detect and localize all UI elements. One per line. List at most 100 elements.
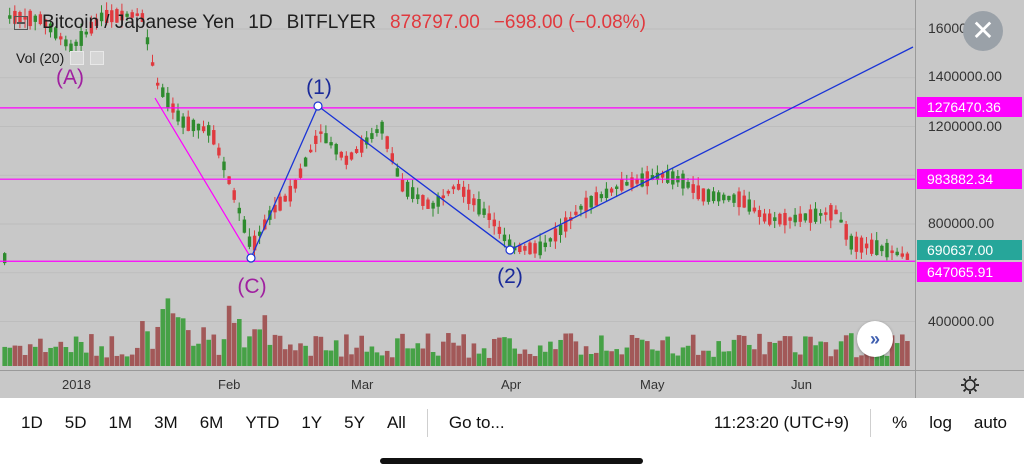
candle xyxy=(615,186,619,189)
candle xyxy=(156,82,160,86)
range-3m[interactable]: 3M xyxy=(154,413,178,432)
candle xyxy=(574,211,578,215)
chart-pane[interactable]: (A) (C) (1) (2) Bitcoin / Japanese Yen 1D B… xyxy=(0,0,915,370)
candle xyxy=(293,179,298,189)
volume-bar xyxy=(752,349,757,366)
volume-bar xyxy=(604,350,609,366)
volume-bar xyxy=(22,354,28,366)
candle xyxy=(528,242,532,255)
candle xyxy=(135,13,139,16)
volume-bar xyxy=(466,357,472,366)
volume-bar xyxy=(211,334,217,366)
volume-bar xyxy=(7,347,13,366)
candle xyxy=(166,92,170,108)
volume-bar xyxy=(390,357,395,366)
price-tick: 400000.00 xyxy=(928,313,995,329)
candle xyxy=(84,31,88,35)
volume-bar xyxy=(405,348,410,366)
close-icon: ✕ xyxy=(971,15,995,46)
candle xyxy=(717,192,721,202)
volume-bar xyxy=(89,334,94,366)
candle xyxy=(829,205,833,221)
volume-bar xyxy=(645,341,650,366)
volume-bar xyxy=(782,336,788,366)
range-1m[interactable]: 1M xyxy=(108,413,133,432)
volume-bar xyxy=(282,349,288,366)
range-ytd[interactable]: YTD xyxy=(245,413,280,432)
volume-bar xyxy=(497,337,502,366)
candle xyxy=(43,19,48,27)
candle xyxy=(660,173,665,178)
volume-bar xyxy=(894,343,900,366)
time-label: Feb xyxy=(218,377,241,392)
collapse-legend-icon[interactable] xyxy=(14,16,28,30)
candle xyxy=(492,219,496,227)
range-all[interactable]: All xyxy=(386,413,406,432)
candle xyxy=(411,187,415,199)
volume-bar xyxy=(517,353,523,366)
candle xyxy=(3,253,7,264)
volume-bar xyxy=(216,354,222,366)
candle xyxy=(441,195,445,199)
wave-label-c: (C) xyxy=(237,275,266,298)
candle xyxy=(258,231,262,236)
goto-button[interactable]: Go to... xyxy=(448,413,505,432)
log-toggle[interactable]: log xyxy=(929,413,952,432)
candle xyxy=(329,142,333,146)
percent-toggle[interactable]: % xyxy=(892,413,908,432)
exchange: BITFLYER xyxy=(286,12,376,33)
volume-bar xyxy=(446,333,451,366)
volume-bar xyxy=(599,335,604,366)
wave-label-2: (2) xyxy=(497,265,523,288)
candle xyxy=(768,213,772,225)
range-1d[interactable]: 1D xyxy=(21,413,43,432)
candle xyxy=(456,183,461,190)
range-5d[interactable]: 5D xyxy=(64,413,87,432)
candle xyxy=(431,202,435,209)
volume-bar xyxy=(247,336,252,366)
candle xyxy=(303,157,308,167)
range-1y[interactable]: 1Y xyxy=(301,413,323,432)
candle xyxy=(385,136,389,149)
auto-toggle[interactable]: auto xyxy=(973,413,1007,432)
candle xyxy=(273,204,277,213)
indicator-remove-icon[interactable] xyxy=(90,51,105,65)
candle xyxy=(584,197,588,212)
interval: 1D xyxy=(248,12,273,33)
volume-bar xyxy=(512,348,517,366)
scroll-to-realtime-icon: » xyxy=(869,328,880,349)
volume-bar xyxy=(354,347,359,366)
candle xyxy=(201,126,206,132)
volume-bar xyxy=(798,354,803,366)
candle xyxy=(145,37,150,45)
close-button[interactable]: ✕ xyxy=(963,11,1003,51)
candle xyxy=(752,207,757,212)
range-6m[interactable]: 6M xyxy=(199,413,224,432)
chart-settings-button[interactable] xyxy=(915,370,1024,398)
candle xyxy=(446,190,451,194)
price-tick: 800000.00 xyxy=(928,215,995,231)
time-axis[interactable]: 2018 Feb Mar Apr May Jun xyxy=(0,370,915,398)
volume-bar xyxy=(747,344,752,366)
candle xyxy=(181,116,185,128)
volume-bar xyxy=(323,350,329,366)
clock[interactable]: 11:23:20 (UTC+9) xyxy=(713,413,850,432)
volume-bar xyxy=(99,346,104,366)
symbol-name: Bitcoin / Japanese Yen xyxy=(42,12,235,33)
indicator-settings-icon[interactable] xyxy=(70,51,85,65)
candle xyxy=(283,195,287,202)
volume-bar xyxy=(58,341,64,366)
candle xyxy=(161,87,165,97)
time-label: Apr xyxy=(501,377,522,392)
candlestick-chart[interactable]: (A) (C) (1) (2) xyxy=(0,0,915,370)
candle xyxy=(349,152,354,160)
price-axis[interactable]: 1600000.00 1400000.00 1200000.00 800000.… xyxy=(915,0,1024,370)
candle xyxy=(518,244,522,253)
range-5y[interactable]: 5Y xyxy=(344,413,365,432)
volume-bar xyxy=(2,346,7,366)
scroll-to-realtime-button[interactable]: » xyxy=(857,321,893,357)
volume-bar xyxy=(237,319,242,366)
volume-bar xyxy=(242,347,247,366)
candle xyxy=(875,240,879,255)
candle xyxy=(334,144,338,155)
